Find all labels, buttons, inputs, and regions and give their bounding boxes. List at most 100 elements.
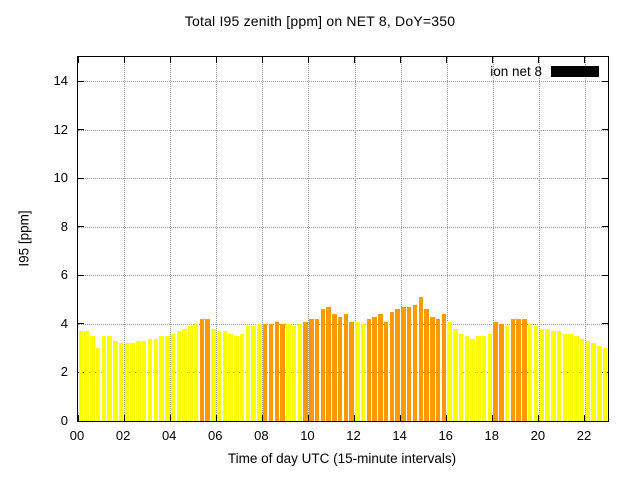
bar [360,323,366,421]
y-tickmark [602,420,608,422]
bar [476,336,481,421]
y-tick-label: 14 [53,73,68,89]
chart-title: Total I95 zenith [ppm] on NET 8, DoY=350 [184,13,456,29]
y-tickmark [78,274,84,276]
bar [556,331,562,421]
bar [159,336,164,421]
bar [568,333,573,421]
x-tick-label: 04 [161,428,177,443]
x-tickmark [169,57,171,63]
bar [383,321,389,421]
bar [228,333,233,421]
bar [320,309,326,421]
bar [366,319,372,421]
gridline-vertical [308,57,310,421]
bar [412,304,418,421]
x-tickmark [400,57,402,63]
bar [355,321,360,421]
bar [101,336,107,421]
bar [458,333,464,421]
bar [216,331,222,421]
y-tick-label: 6 [60,267,68,283]
y-tickmark [602,80,608,82]
bar [297,323,303,421]
gridline-vertical [400,57,402,421]
x-tick-label: 00 [69,428,85,443]
bar [188,326,193,421]
bar [453,328,458,421]
gridline-horizontal [78,178,608,180]
x-tick-label: 10 [300,428,315,443]
bar [95,348,101,421]
bar [395,309,400,421]
gridline-vertical [170,57,172,421]
x-tickmark [446,415,448,421]
bar [147,338,153,421]
bar [441,314,447,421]
bar [257,323,262,421]
bar [245,326,251,421]
x-tick-label: 22 [576,428,592,443]
bar [539,328,544,421]
x-tick-label: 20 [530,428,546,443]
y-tickmark [78,420,84,422]
y-tick-label: 4 [60,315,68,331]
bar [211,328,216,421]
bar [533,326,539,421]
gridline-horizontal [78,81,608,83]
bar [579,338,585,421]
x-tick-label: 18 [484,428,500,443]
x-tick-label: 06 [208,428,223,443]
gridline-horizontal [78,129,608,131]
x-axis-label: Time of day UTC (15-minute intervals) [227,451,457,466]
bar [326,306,331,421]
bar [314,319,320,421]
bar [268,323,274,421]
bar [527,323,533,421]
bar [499,323,504,421]
gridline-vertical [354,57,356,421]
gridline-horizontal [78,226,608,228]
y-tickmark [602,274,608,276]
y-tick-label: 0 [60,413,68,428]
y-tick-label: 8 [60,218,68,234]
bar [303,321,308,421]
x-tickmark [123,57,125,63]
y-tick-label: 2 [60,364,68,380]
y-tickmark [602,129,608,131]
y-tickmark [602,177,608,179]
bar [286,323,291,421]
bar [407,306,412,421]
bar [337,316,343,421]
bar [280,323,285,421]
bar [274,321,279,421]
bar [90,336,95,421]
x-tickmark [307,57,309,63]
bar [130,343,135,421]
x-tickmark [538,415,540,421]
bar [309,319,314,421]
bar [343,314,349,421]
bar [205,319,210,421]
bar [142,340,147,421]
bar [562,333,568,421]
x-tick-label: 12 [346,428,361,443]
y-tickmark [78,177,84,179]
bar [165,336,170,421]
bar [585,340,591,421]
x-tick-label: 08 [254,428,269,443]
bar [234,336,239,421]
bar [199,319,205,421]
x-tickmark [446,57,448,63]
bar [435,319,441,421]
y-tick-label: 10 [53,170,68,186]
bar [401,306,406,421]
bar [522,319,527,421]
bar [193,323,199,421]
x-tickmark [354,415,356,421]
bar [430,316,435,421]
y-tickmark [78,80,84,82]
x-tickmark [354,57,356,63]
x-tick-label: 16 [438,428,453,443]
